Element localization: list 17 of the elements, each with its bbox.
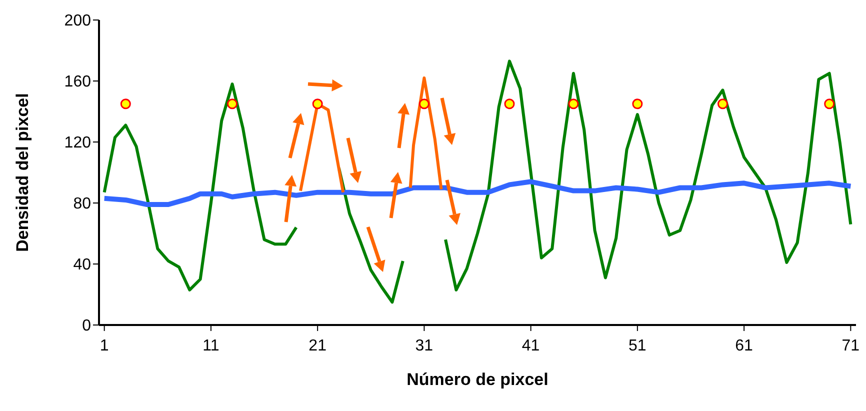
x-axis-title: Número de pixcel [406, 370, 548, 389]
y-axis-title: Densidad del pixcel [13, 93, 32, 252]
y-tick-label: 200 [64, 12, 92, 30]
x-tick-label: 41 [522, 337, 540, 354]
y-tick-label: 0 [82, 318, 92, 335]
x-tick-label: 51 [628, 337, 646, 354]
y-tick-label: 80 [73, 196, 92, 213]
x-tick-label: 71 [842, 337, 860, 354]
x-tick-label: 1 [100, 337, 109, 354]
x-tick-label: 31 [415, 337, 434, 354]
y-tick-label: 40 [73, 256, 92, 274]
x-tick-label: 11 [202, 337, 220, 354]
line-series [408, 76, 443, 191]
x-tick-label: 21 [308, 337, 327, 354]
x-tick-label: 61 [735, 337, 754, 354]
y-tick-label: 160 [64, 74, 92, 91]
y-tick-label: 120 [64, 134, 92, 152]
